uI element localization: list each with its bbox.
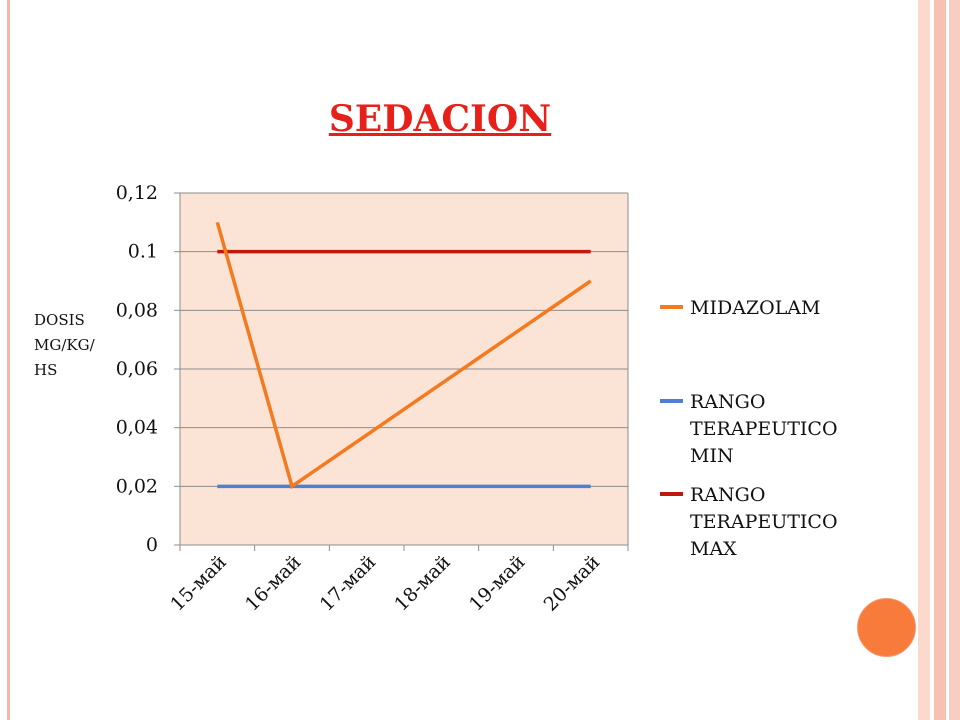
x-tick-label: 20-май [540, 551, 605, 616]
x-tick-label: 16-май [241, 551, 306, 616]
legend-min-label: TERAPEUTICO [690, 418, 838, 440]
y-tick-label: 0,12 [116, 182, 158, 204]
y-tick-label: 0,04 [116, 417, 158, 439]
decorative-orange-circle [857, 598, 916, 657]
x-tick-label: 18-май [390, 551, 455, 616]
y-tick-label: 0 [146, 534, 158, 556]
x-tick-label: 19-май [465, 551, 530, 616]
y-axis-label: DOSIS MG/KG/ HS [34, 311, 95, 379]
x-tick-label: 15-май [166, 551, 231, 616]
x-tick-label: 17-май [316, 551, 381, 616]
legend-max-label: RANGO [690, 484, 765, 506]
legend-midazolam-label: MIDAZOLAM [690, 297, 821, 319]
y-tick-label: 0,02 [116, 475, 158, 497]
legend-max-label: MAX [690, 538, 737, 560]
right-frame-stripes [918, 0, 960, 720]
legend-min-label: MIN [690, 445, 734, 467]
legend-min-label: RANGO [690, 391, 765, 413]
left-frame-stripe [7, 0, 10, 720]
legend-max-label: TERAPEUTICO [690, 511, 838, 533]
y-tick-label: 0,08 [116, 299, 158, 321]
y-tick-label: 0,06 [116, 358, 158, 380]
midazolam-series-line [215, 221, 592, 490]
y-tick-label: 0.1 [128, 241, 158, 263]
slide-title: SEDACION [328, 98, 552, 140]
